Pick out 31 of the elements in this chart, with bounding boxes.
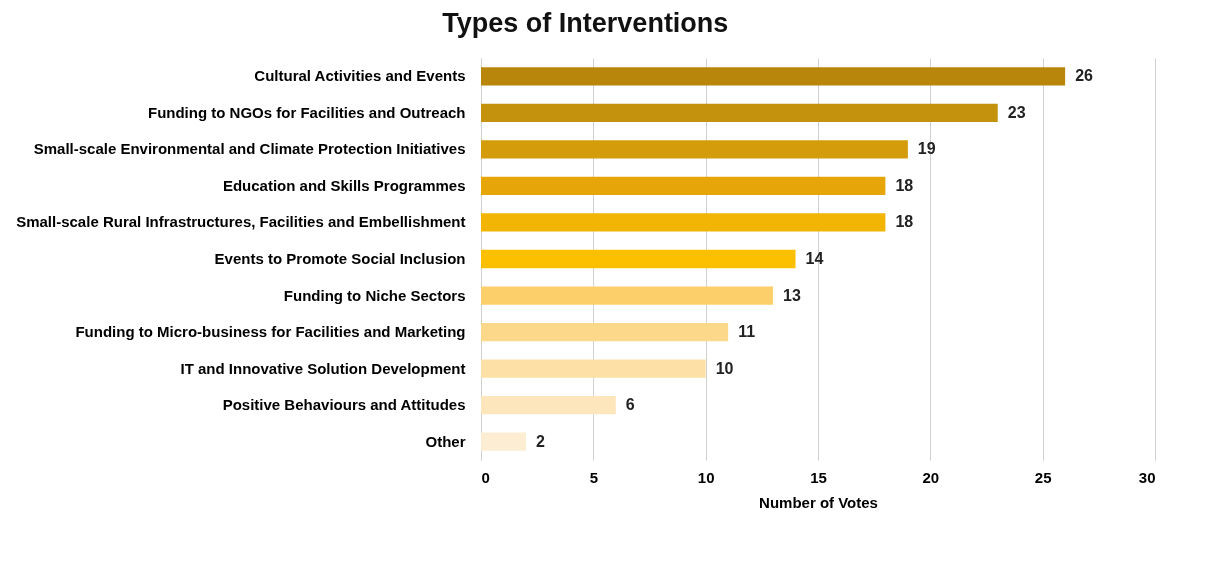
y-tick-label: Funding to Micro-business for Facilities and Marketing <box>75 323 466 341</box>
y-tick-label: Small-scale Rural Infrastructures, Facilities and Embellishment <box>16 213 466 231</box>
data-label: 14 <box>805 250 824 267</box>
x-tick-label: 30 <box>1138 468 1156 486</box>
x-tick-label: 20 <box>922 468 940 486</box>
x-tick-label: 10 <box>697 468 715 486</box>
data-label: 19 <box>917 140 936 158</box>
y-tick-label: Funding to Niche Sectors <box>283 286 466 304</box>
data-label: 18 <box>895 176 914 194</box>
data-label: 11 <box>738 323 756 341</box>
data-label: 6 <box>625 396 635 414</box>
x-tick-label: 25 <box>1034 468 1052 486</box>
data-label: 10 <box>715 359 734 377</box>
x-tick-label: 5 <box>589 468 599 486</box>
y-tick-label: Small-scale Environmental and Climate Protection Initiatives <box>33 140 466 158</box>
y-tick-label: Funding to NGOs for Facilities and Outreach <box>147 103 466 121</box>
y-tick-label: Education and Skills Programmes <box>222 176 466 194</box>
chart-title: Types of Interventions <box>442 8 729 38</box>
data-label: 26 <box>1075 67 1094 85</box>
y-tick-label: Cultural Activities and Events <box>254 67 466 85</box>
y-tick-label: Events to Promote Social Inclusion <box>214 250 466 267</box>
y-tick-label: Other <box>425 432 466 450</box>
x-axis-title: Number of Votes <box>759 493 878 511</box>
y-tick-label: IT and Innovative Solution Development <box>180 359 466 377</box>
data-label: 23 <box>1007 103 1026 121</box>
x-tick-label: 15 <box>810 468 827 486</box>
data-label: 13 <box>783 286 801 304</box>
data-label: 2 <box>535 432 545 450</box>
y-tick-label: Positive Behaviours and Attitudes <box>222 396 466 414</box>
data-label: 18 <box>895 213 914 231</box>
x-tick-label: 0 <box>481 468 490 486</box>
